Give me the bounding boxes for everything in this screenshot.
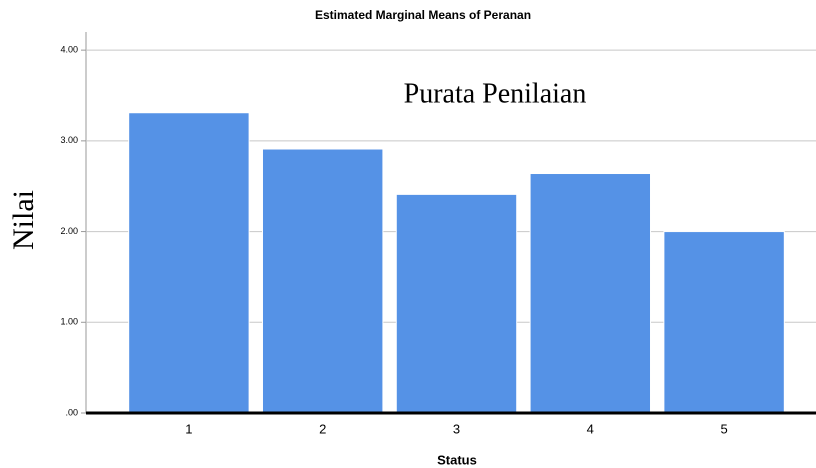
y-tick-label: 2.00: [60, 226, 78, 236]
y-tick-label: 4.00: [60, 45, 78, 55]
chart-title: Estimated Marginal Means of Peranan: [315, 8, 531, 22]
bar: [663, 231, 785, 414]
x-tick-label: 2: [319, 421, 326, 436]
x-tick-label: 3: [453, 421, 460, 436]
bar: [529, 173, 652, 414]
y-tick-label: 1.00: [60, 317, 78, 327]
y-tick-label: 3.00: [60, 135, 78, 145]
bar: [261, 148, 384, 414]
y-tick-label: .00: [65, 407, 78, 417]
x-tick-label: 4: [587, 421, 594, 436]
y-axis-label: Nilai: [7, 190, 40, 250]
x-tick-label: 1: [185, 421, 192, 436]
annotation: Purata Penilaian: [404, 78, 587, 109]
bar: [128, 112, 250, 414]
x-tick-label: 5: [720, 421, 727, 436]
bar: [395, 193, 518, 414]
x-axis-label: Status: [437, 452, 477, 467]
